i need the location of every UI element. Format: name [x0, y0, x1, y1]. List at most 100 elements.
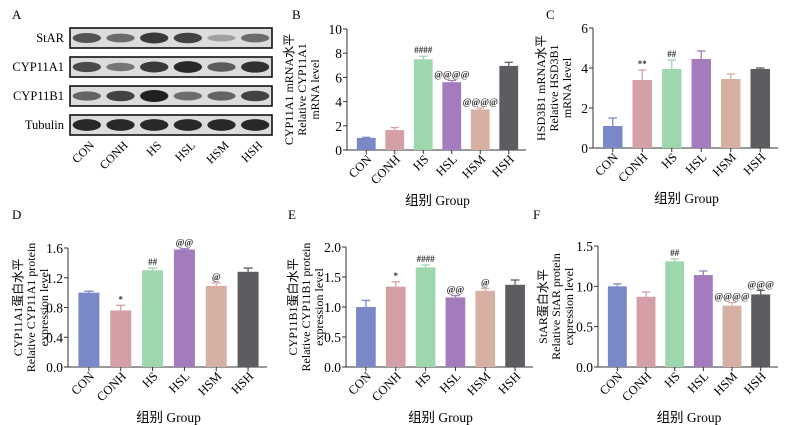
y-axis-label-line: StAR蛋白水平	[535, 269, 550, 344]
y-tick-label: 6	[581, 21, 588, 36]
significance-mark: @@@	[747, 280, 774, 290]
y-axis-label-line: CYP11A1蛋白水平	[10, 259, 25, 357]
y-tick-label: 10	[329, 22, 343, 37]
y-tick-label: 1.2	[46, 271, 63, 286]
y-tick-label: 0.5	[324, 330, 341, 345]
blot-band	[72, 91, 101, 101]
y-tick-label: 2.0	[324, 240, 341, 255]
y-tick-label: 1.0	[576, 279, 593, 294]
y-tick-label: 0.4	[46, 330, 63, 345]
y-axis-label-line: HSD3B1 mRNA水平	[534, 35, 548, 141]
blot-band	[241, 33, 270, 43]
x-tick-label: CONH	[94, 369, 129, 404]
y-axis-label-line: expression level	[312, 268, 326, 346]
y-axis-label-line: Relative CYP11B1 protein	[299, 243, 313, 372]
y-tick-label: 0.0	[324, 360, 341, 375]
y-tick-label: 8	[335, 46, 342, 61]
panel-b-chart: B CYP11A1 mRNA水平 Relative CYP11A1 mRNA leve…	[282, 7, 526, 208]
blot-band	[173, 119, 202, 131]
blot-frame	[69, 56, 273, 78]
x-tick-label: HSH	[741, 369, 769, 397]
blot-band	[106, 90, 135, 102]
blot-band	[173, 32, 202, 44]
significance-mark: ####	[414, 45, 433, 55]
x-axis-label: 组别 Group	[408, 410, 473, 425]
y-tick-label: 0.0	[576, 360, 593, 375]
y-tick-label: 2	[335, 119, 342, 134]
bar	[356, 307, 376, 367]
x-axis-label: 组别 Group	[657, 410, 722, 425]
bar-group-hsm: HSM	[710, 73, 741, 179]
blot-band	[72, 119, 101, 131]
bar	[603, 126, 623, 148]
significance-mark: @@@@	[463, 98, 499, 108]
bar-group-conh: ** CONH	[615, 59, 652, 185]
bar	[110, 310, 132, 367]
panel-c-chart: C HSD3B1 mRNA水平 Relative HSD3B1 mRNA level 0…	[534, 7, 778, 206]
significance-mark: *	[394, 271, 399, 281]
bar	[413, 59, 433, 150]
y-tick-label: 0.8	[46, 301, 63, 316]
blot-lane-label: HSL	[172, 138, 198, 164]
blot-row-star: StAR	[36, 27, 273, 49]
bar	[475, 290, 496, 367]
bar-group-hsl: @@ HSL	[437, 286, 466, 396]
y-tick-label: 0.5	[576, 320, 593, 335]
bar	[636, 296, 656, 367]
blot-row-cyp11a1: CYP11A1	[12, 56, 273, 78]
x-tick-label: CONH	[615, 150, 650, 185]
significance-mark: ##	[670, 248, 680, 258]
x-tick-label: HSM	[711, 369, 740, 398]
x-tick-label: HSM	[464, 369, 493, 398]
panel-d-chart: D CYP11A1蛋白水平 Relative CYP11A1 protein expr…	[10, 207, 267, 425]
bar	[237, 271, 259, 367]
bar	[470, 109, 490, 150]
x-tick-label: HSH	[489, 152, 517, 180]
blot-row-label: CYP11B1	[13, 89, 64, 103]
blot-band	[241, 61, 270, 73]
significance-mark: *	[119, 294, 124, 304]
bar	[691, 59, 711, 148]
x-tick-label: CON	[68, 369, 97, 398]
blot-band	[106, 119, 135, 131]
bar	[499, 65, 519, 150]
bar	[415, 267, 436, 367]
blot-band	[207, 62, 236, 72]
blot-lane-label: CON	[69, 138, 97, 166]
bar-group-conh: * CONH	[94, 294, 132, 404]
bar-group-hsl: @@@@ HSL	[433, 70, 469, 178]
bar-group-hs: ## HS	[659, 49, 682, 171]
blot-band	[140, 119, 169, 131]
panel-label-e: E	[288, 207, 296, 222]
x-tick-label: HSL	[433, 152, 460, 179]
blot-band	[106, 33, 135, 43]
y-tick-label: 4	[335, 95, 342, 110]
bar-group-con: CON	[597, 283, 627, 398]
x-tick-label: HS	[659, 150, 680, 171]
bar-group-hsh: HSH	[496, 279, 525, 397]
bar	[445, 297, 466, 367]
y-tick-label: 2	[581, 101, 588, 116]
bar-group-hsh: HSH	[229, 267, 259, 397]
bar	[662, 69, 682, 148]
blot-lane-label: CONH	[97, 138, 131, 172]
bar	[607, 286, 627, 367]
significance-mark: @	[481, 278, 490, 288]
bar-group-hsl: HSL	[685, 270, 713, 396]
bar	[78, 292, 100, 367]
x-tick-label: HSM	[710, 150, 739, 179]
bar	[505, 284, 525, 367]
blot-frame	[69, 27, 273, 49]
bar-group-hsh: HSH	[489, 61, 519, 180]
y-tick-label: 0	[335, 143, 342, 158]
bar-group-hs: #### HS	[413, 254, 436, 390]
bar-group-hsm: @@@@ HSM	[711, 292, 750, 398]
bar-group-hsl: HSL	[683, 50, 711, 177]
blot-band	[140, 61, 169, 73]
bar-group-con: CON	[345, 299, 376, 398]
y-tick-label: 0	[581, 141, 588, 156]
significance-mark: @@	[176, 239, 194, 249]
significance-mark: @	[212, 273, 221, 283]
significance-mark: **	[638, 59, 648, 69]
bar	[693, 275, 713, 367]
